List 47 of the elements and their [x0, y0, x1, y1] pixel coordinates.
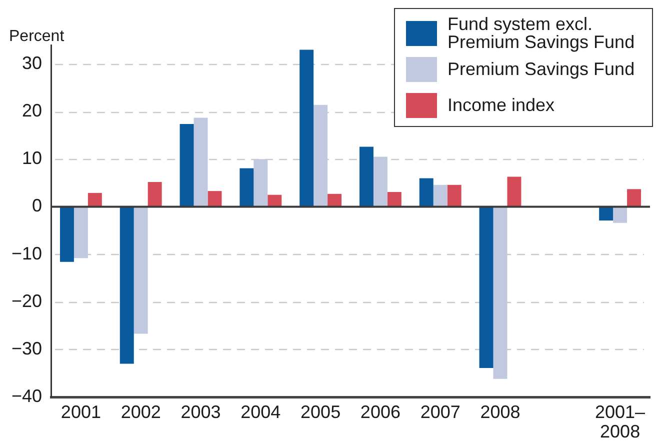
bar: [74, 206, 88, 258]
bar: [194, 118, 208, 207]
x-tick-label: 2002: [120, 402, 161, 422]
y-tick-label: 30: [22, 52, 42, 73]
y-tick-label: 10: [22, 148, 42, 168]
y-tick-label: −10: [11, 243, 42, 264]
bar: [613, 206, 628, 223]
x-tick-label: 2004: [240, 402, 281, 422]
x-tick-label: 2008: [480, 402, 520, 422]
legend-label: Fund system excl. Premium Savings Fund: [448, 14, 636, 52]
y-tick-label: −40: [11, 386, 42, 406]
bar: [240, 168, 254, 207]
x-tick-label: 2006: [360, 402, 400, 422]
bar: [433, 184, 448, 207]
bar: [493, 206, 508, 379]
y-tick-label: 0: [32, 196, 42, 216]
y-tick-label: −30: [11, 338, 42, 358]
bar: [300, 50, 314, 207]
bar: [373, 156, 388, 207]
x-tick-label: 2007: [420, 402, 460, 422]
bar: [328, 194, 342, 207]
bar: [148, 182, 162, 207]
bar: [208, 191, 222, 207]
bar: [180, 124, 194, 207]
y-axis-title: Percent: [9, 28, 65, 45]
x-tick-label: 2001: [60, 402, 101, 422]
bar: [60, 206, 74, 262]
legend-label: Income index: [448, 95, 555, 115]
legend-label: Premium Savings Fund: [448, 59, 635, 79]
y-tick-label: −20: [11, 290, 42, 311]
bar: [599, 206, 614, 221]
x-tick-label: 2003: [180, 402, 221, 422]
bar: [479, 206, 494, 368]
bar: [134, 206, 148, 334]
x-tick-label: 2005: [300, 402, 341, 422]
bar: [627, 189, 642, 207]
bar: [359, 146, 374, 207]
bar: [419, 178, 434, 207]
bar: [507, 176, 522, 207]
bar: [387, 192, 402, 207]
bar: [88, 192, 102, 207]
bar: [120, 206, 134, 364]
bar: [314, 104, 328, 207]
y-tick-label: 20: [22, 100, 42, 121]
bar: [447, 184, 462, 207]
x-tick-label: 2001–2008: [595, 402, 646, 442]
bar: [254, 159, 268, 207]
